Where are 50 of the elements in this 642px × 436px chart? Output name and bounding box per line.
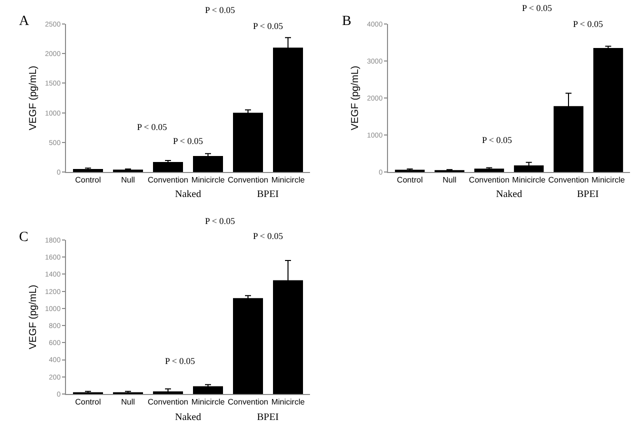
- y-axis-title: VEGF (pg/mL): [28, 284, 40, 350]
- annotation: P < 0.05: [173, 136, 204, 146]
- annotation: P < 0.05: [137, 122, 168, 132]
- x-tick-label: Convention: [228, 398, 268, 407]
- bar: [514, 165, 544, 172]
- x-tick-label: Minicircle: [271, 176, 306, 185]
- chart-title: B: [342, 14, 352, 29]
- text: P < 0.05: [205, 5, 236, 15]
- x-tick-label: Convention: [548, 176, 589, 185]
- x-tick-label: Minicircle: [271, 398, 306, 407]
- text: Naked: [175, 189, 202, 200]
- x-tick-label: Minicircle: [191, 398, 226, 407]
- x-tick-label: Minicircle: [592, 176, 626, 185]
- annotation: P < 0.05: [165, 356, 196, 366]
- x-tick-label: Null: [121, 176, 136, 185]
- annotation: P < 0.05: [482, 135, 512, 145]
- x-tick-label: Control: [396, 176, 423, 185]
- x-tick-label: Null: [442, 176, 457, 185]
- y-axis-title: VEGF (pg/mL): [350, 66, 362, 130]
- bar: [474, 168, 504, 172]
- bar: [73, 169, 103, 172]
- x-tick-label: Convention: [228, 176, 268, 185]
- text: BPEI: [577, 189, 599, 200]
- annotation: P < 0.05: [253, 231, 284, 241]
- text: Naked: [175, 412, 202, 423]
- bar: [233, 112, 263, 172]
- chart-title: C: [19, 230, 28, 245]
- bar: [593, 48, 624, 172]
- text: BPEI: [257, 189, 279, 200]
- text: P < 0.05: [522, 3, 552, 13]
- text: Naked: [496, 189, 522, 200]
- x-tick-label: Null: [121, 398, 136, 407]
- x-tick-label: Control: [75, 176, 102, 185]
- text: BPEI: [257, 412, 279, 423]
- bar: [233, 298, 263, 394]
- bar: [153, 391, 183, 394]
- bar: [193, 386, 223, 394]
- y-axis-title: VEGF (pg/mL): [28, 66, 40, 130]
- annotation: P < 0.05: [573, 19, 604, 29]
- bar: [193, 156, 223, 172]
- x-tick-label: Minicircle: [191, 176, 226, 185]
- x-tick-label: Convention: [468, 176, 510, 185]
- text: P < 0.05: [205, 216, 236, 226]
- chart-title: A: [19, 14, 30, 29]
- x-tick-label: Convention: [148, 176, 188, 185]
- annotation: P < 0.05: [253, 21, 284, 31]
- x-tick-label: Control: [75, 398, 102, 407]
- x-tick-label: Minicircle: [512, 176, 546, 185]
- x-tick-label: Convention: [148, 398, 188, 407]
- bar: [153, 162, 183, 172]
